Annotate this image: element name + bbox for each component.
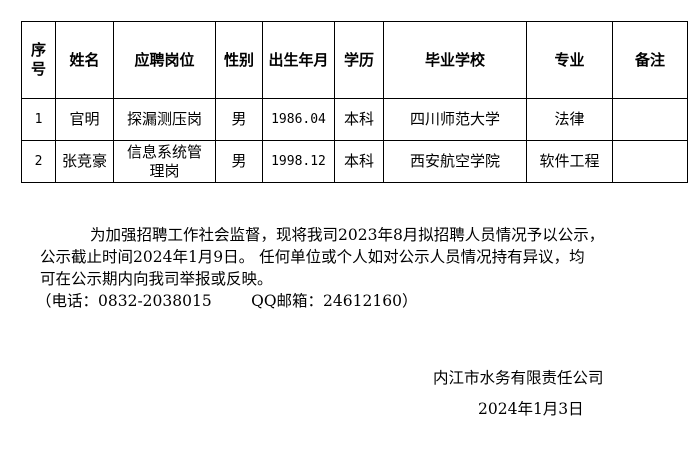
- header-cell: 性别: [215, 21, 263, 99]
- cell-birth: 1998.12: [262, 140, 335, 183]
- applicant-table: 序号 姓名 应聘岗位 性别 出生年月 学历 毕业学校 专业 备注 1 官明 探漏…: [21, 21, 688, 183]
- cell-school: 四川师范大学: [383, 98, 527, 141]
- cell-birth: 1986.04: [262, 98, 335, 141]
- cell-gender: 男: [215, 140, 263, 183]
- signature-date: 2024年1月3日: [478, 400, 584, 418]
- table-header-row: 序号 姓名 应聘岗位 性别 出生年月 学历 毕业学校 专业 备注: [21, 21, 688, 99]
- header-cell: 学历: [334, 21, 384, 99]
- notice-line: 为加强招聘工作社会监督，现将我司2023年8月拟招聘人员情况予以公示，: [90, 226, 605, 244]
- table-row: 1 官明 探漏测压岗 男 1986.04 本科 四川师范大学 法律: [21, 98, 688, 141]
- notice-line: 可在公示期内向我司举报或反映。: [40, 270, 273, 288]
- cell-note: [612, 140, 688, 183]
- cell-index: 2: [21, 140, 56, 183]
- cell-gender: 男: [215, 98, 263, 141]
- cell-education: 本科: [334, 140, 384, 183]
- cell-name: 官明: [55, 98, 114, 141]
- header-cell: 专业: [526, 21, 613, 99]
- cell-position: 信息系统管理岗: [113, 140, 216, 183]
- cell-major: 软件工程: [526, 140, 613, 183]
- header-cell: 姓名: [55, 21, 114, 99]
- cell-education: 本科: [334, 98, 384, 141]
- cell-school: 西安航空学院: [383, 140, 527, 183]
- cell-note: [612, 98, 688, 141]
- table-row: 2 张竞豪 信息系统管理岗 男 1998.12 本科 西安航空学院 软件工程: [21, 140, 688, 183]
- contact-line: （电话：0832-2038015 QQ邮箱：24612160）: [36, 292, 418, 310]
- cell-index: 1: [21, 98, 56, 141]
- cell-position: 探漏测压岗: [113, 98, 216, 141]
- header-cell: 出生年月: [262, 21, 335, 99]
- cell-major: 法律: [526, 98, 613, 141]
- header-cell: 备注: [612, 21, 688, 99]
- header-cell: 序号: [21, 21, 56, 99]
- header-cell: 毕业学校: [383, 21, 527, 99]
- company-signature: 内江市水务有限责任公司: [433, 369, 604, 387]
- header-cell: 应聘岗位: [113, 21, 216, 99]
- notice-line: 公示截止时间2024年1月9日。 任何单位或个人如对公示人员情况持有异议，均: [40, 248, 585, 266]
- cell-name: 张竞豪: [55, 140, 114, 183]
